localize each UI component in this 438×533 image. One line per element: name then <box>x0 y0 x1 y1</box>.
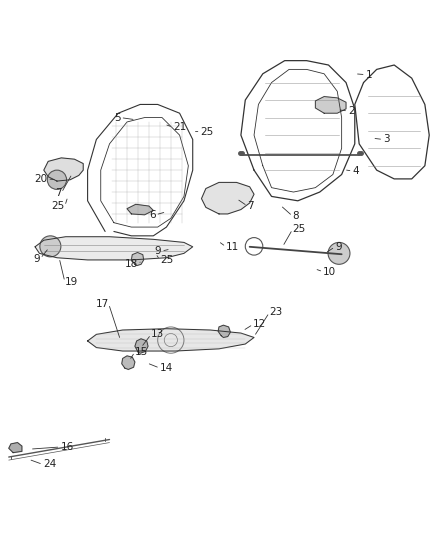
Polygon shape <box>201 182 254 214</box>
Polygon shape <box>218 325 230 337</box>
Text: 10: 10 <box>323 266 336 277</box>
Text: 18: 18 <box>125 260 138 269</box>
Polygon shape <box>9 442 22 453</box>
Text: 12: 12 <box>253 319 266 329</box>
Text: 5: 5 <box>114 112 120 123</box>
Polygon shape <box>35 237 193 260</box>
Text: 15: 15 <box>135 347 148 357</box>
Text: 16: 16 <box>60 442 74 452</box>
Text: 7: 7 <box>55 188 61 198</box>
Text: 25: 25 <box>52 201 65 211</box>
Circle shape <box>40 236 61 257</box>
Text: 25: 25 <box>201 127 214 136</box>
Polygon shape <box>315 96 346 113</box>
Text: 24: 24 <box>43 459 56 470</box>
Text: 9: 9 <box>34 254 40 264</box>
Polygon shape <box>135 339 148 353</box>
Polygon shape <box>122 356 135 369</box>
Polygon shape <box>131 253 144 265</box>
Text: 25: 25 <box>293 224 306 235</box>
Polygon shape <box>44 158 83 181</box>
Circle shape <box>328 243 350 264</box>
Text: 13: 13 <box>151 329 164 340</box>
Text: 21: 21 <box>173 122 186 132</box>
Text: 6: 6 <box>149 210 155 220</box>
Text: 9: 9 <box>155 246 161 256</box>
Text: 7: 7 <box>247 201 254 211</box>
Text: 20: 20 <box>34 174 47 184</box>
Text: 19: 19 <box>65 277 78 287</box>
Text: 3: 3 <box>383 134 390 144</box>
Text: 4: 4 <box>353 166 359 176</box>
Text: 8: 8 <box>293 211 299 221</box>
Text: 14: 14 <box>160 363 173 373</box>
Polygon shape <box>127 204 153 215</box>
Text: 17: 17 <box>95 298 109 309</box>
Text: 1: 1 <box>366 70 372 79</box>
Text: 11: 11 <box>226 242 239 252</box>
Text: 2: 2 <box>348 106 355 116</box>
Text: 9: 9 <box>335 242 342 252</box>
Text: 23: 23 <box>269 308 283 318</box>
Text: 25: 25 <box>160 255 173 265</box>
Polygon shape <box>88 329 254 351</box>
Circle shape <box>47 170 67 189</box>
